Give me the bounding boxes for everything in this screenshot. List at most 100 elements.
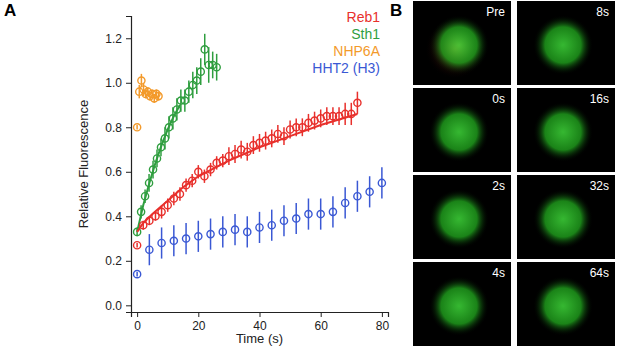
tick-label: 80 — [376, 319, 390, 333]
data-point — [348, 110, 355, 117]
frame-background — [517, 262, 615, 346]
tick-mark — [126, 305, 131, 306]
data-point — [155, 93, 162, 100]
tick: 0.8 — [105, 121, 131, 135]
frame-background — [413, 175, 511, 259]
tick-label: 20 — [192, 319, 206, 333]
axis-line — [132, 313, 389, 318]
fit-line — [137, 114, 357, 232]
data-point — [153, 155, 160, 162]
cell — [429, 102, 489, 162]
data-point — [201, 173, 208, 180]
x-axis: 0 20 40 60 80 — [132, 312, 390, 333]
data-point — [195, 233, 202, 240]
frame-background — [413, 262, 511, 346]
data-point — [170, 237, 177, 244]
data-point — [268, 222, 275, 229]
image-frame: 32s — [517, 175, 615, 259]
x-axis-title: Time (s) — [236, 331, 283, 346]
data-point — [213, 64, 220, 71]
tick-mark — [126, 216, 131, 217]
data-point — [146, 246, 153, 253]
series — [134, 92, 361, 249]
data-point — [201, 46, 208, 53]
frame-background — [413, 88, 511, 172]
data-point — [164, 202, 171, 209]
data-point — [189, 177, 196, 184]
data-point — [354, 99, 361, 106]
data-point — [219, 228, 226, 235]
data-point — [182, 235, 189, 242]
frame-background — [517, 1, 615, 85]
frame-label: 16s — [590, 92, 609, 106]
image-frame: 16s — [517, 88, 615, 172]
data-point — [329, 208, 336, 215]
tick: 0.0 — [105, 299, 131, 313]
frame-label: 8s — [596, 5, 609, 19]
frame-background — [413, 1, 511, 85]
cell — [533, 276, 593, 336]
data-point — [149, 166, 156, 173]
data-point — [366, 188, 373, 195]
data-point — [134, 242, 141, 249]
tick-label: 0.2 — [105, 254, 122, 268]
legend-entry: Reb1 — [347, 9, 381, 25]
tick-mark — [126, 261, 131, 262]
tick-mark — [321, 312, 322, 317]
frame-label: 32s — [590, 179, 609, 193]
data-point — [158, 239, 165, 246]
tick-mark — [260, 312, 261, 317]
image-frame: Pre — [413, 1, 511, 85]
cell — [533, 15, 593, 75]
panel-label: A — [4, 1, 16, 20]
tick: 40 — [253, 312, 267, 333]
data-point — [134, 124, 141, 131]
tick: 0 — [134, 312, 141, 333]
image-frame: 64s — [517, 262, 615, 346]
data-point — [176, 190, 183, 197]
data-point — [231, 226, 238, 233]
tick-label: 0 — [134, 319, 141, 333]
data-point — [181, 97, 188, 104]
frame-background — [517, 175, 615, 259]
legend-entry: NHP6A — [333, 43, 380, 59]
data-point — [342, 199, 349, 206]
cell — [429, 276, 489, 336]
tick-mark — [382, 312, 383, 317]
data-point — [165, 124, 172, 131]
tick-label: 0.8 — [105, 121, 122, 135]
data-point — [280, 217, 287, 224]
tick-label: 0.0 — [105, 299, 122, 313]
frame-label: 4s — [492, 266, 505, 280]
data-point — [145, 179, 152, 186]
cell — [533, 189, 593, 249]
tick: 60 — [315, 312, 329, 333]
series — [134, 167, 386, 277]
tick-label: 1.2 — [105, 32, 122, 46]
tick-label: 0.4 — [105, 210, 122, 224]
data-point — [185, 88, 192, 95]
data-point — [293, 215, 300, 222]
frame-label: Pre — [486, 5, 505, 19]
tick-mark — [126, 127, 131, 128]
y-axis-title: Relative Fluorescence — [76, 100, 91, 229]
fit-line — [137, 105, 180, 232]
tick: 20 — [192, 312, 206, 333]
tick-mark — [126, 172, 131, 173]
panel-label: B — [390, 1, 402, 20]
data-point — [256, 224, 263, 231]
tick: 80 — [376, 312, 390, 333]
tick: 1.2 — [105, 32, 131, 46]
tick-label: 0.6 — [105, 165, 122, 179]
data-point — [161, 135, 168, 142]
data-point — [197, 68, 204, 75]
image-frame: 0s — [413, 88, 511, 172]
data-point — [141, 193, 148, 200]
data-point — [193, 77, 200, 84]
cell — [429, 189, 489, 249]
tick: 0.6 — [105, 165, 131, 179]
data-point — [378, 179, 385, 186]
series — [134, 74, 163, 131]
axis-line — [126, 17, 132, 313]
data-point — [317, 210, 324, 217]
